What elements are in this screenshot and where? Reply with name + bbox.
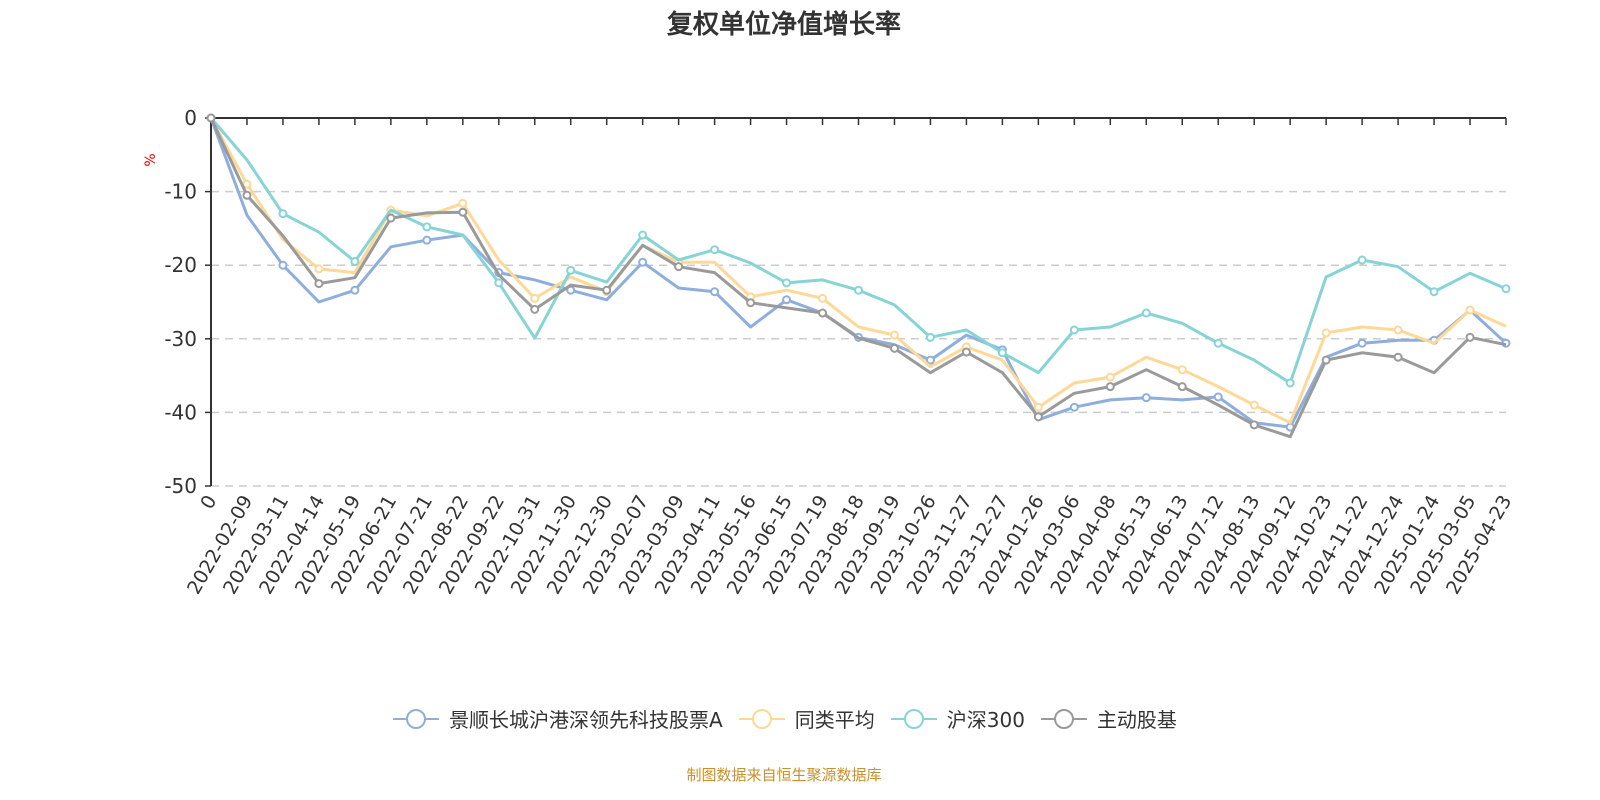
legend-label: 景顺长城沪港深领先科技股票A bbox=[449, 708, 723, 732]
legend-marker-icon bbox=[890, 708, 937, 729]
data-point bbox=[422, 222, 432, 232]
data-point bbox=[1393, 325, 1403, 335]
legend-marker-icon bbox=[393, 708, 440, 729]
data-point bbox=[1033, 402, 1043, 412]
data-point bbox=[889, 330, 899, 340]
data-point bbox=[242, 190, 252, 200]
data-point bbox=[638, 230, 648, 240]
legend-marker-icon bbox=[738, 708, 785, 729]
data-point bbox=[782, 295, 792, 305]
data-point bbox=[494, 278, 504, 288]
data-point bbox=[278, 209, 288, 219]
data-point bbox=[1033, 412, 1043, 422]
data-point bbox=[350, 285, 360, 295]
data-point bbox=[1141, 308, 1151, 318]
data-point bbox=[1177, 365, 1187, 375]
y-tick-labels: 0 -10 -20 -30 -40 -50 bbox=[164, 106, 197, 498]
data-point bbox=[1213, 338, 1223, 348]
data-point bbox=[925, 355, 935, 365]
data-point bbox=[782, 278, 792, 288]
data-point bbox=[1501, 284, 1511, 294]
series-line-2 bbox=[209, 117, 1507, 385]
legend-marker-icon bbox=[1040, 708, 1087, 729]
data-point bbox=[997, 348, 1007, 358]
data-point bbox=[1393, 352, 1403, 362]
data-source-note: 制图数据来自恒生聚源数据库 bbox=[686, 766, 882, 784]
data-point bbox=[1321, 328, 1331, 338]
y-tick-label: -10 bbox=[164, 180, 197, 204]
data-point bbox=[710, 245, 720, 255]
x-tick-labels: 02022-02-092022-03-112022-04-142022-05-1… bbox=[183, 492, 1516, 599]
data-point bbox=[386, 213, 396, 223]
y-tick-label: -20 bbox=[164, 253, 197, 277]
data-point bbox=[530, 293, 540, 303]
data-point bbox=[1141, 393, 1151, 403]
data-point bbox=[1069, 402, 1079, 412]
data-point bbox=[458, 198, 468, 208]
data-point bbox=[1249, 400, 1259, 410]
legend-item[interactable]: 沪深300 bbox=[889, 704, 1025, 733]
data-point bbox=[530, 304, 540, 314]
series-line-0 bbox=[209, 117, 1508, 429]
series-line-1 bbox=[209, 117, 1507, 425]
legend-label: 沪深300 bbox=[946, 708, 1025, 732]
data-point bbox=[925, 332, 935, 342]
chart-title: 复权单位净值增长率 bbox=[666, 10, 901, 40]
y-tick-label: -30 bbox=[164, 327, 197, 351]
y-axis-label: % bbox=[143, 153, 159, 166]
data-point bbox=[1357, 338, 1367, 348]
data-point bbox=[818, 308, 828, 318]
series-line-3 bbox=[209, 117, 1507, 439]
y-tick-label: 0 bbox=[184, 106, 197, 130]
data-point bbox=[1069, 325, 1079, 335]
data-point bbox=[1177, 382, 1187, 392]
data-point bbox=[1249, 420, 1259, 430]
data-point bbox=[1357, 255, 1367, 265]
data-point bbox=[314, 279, 324, 289]
data-point bbox=[1285, 378, 1295, 388]
data-point bbox=[854, 285, 863, 295]
legend-label: 同类平均 bbox=[794, 708, 875, 732]
data-point bbox=[1321, 355, 1331, 365]
data-point bbox=[710, 287, 720, 297]
data-point bbox=[1465, 305, 1475, 315]
data-point bbox=[602, 285, 612, 295]
data-point bbox=[350, 257, 360, 267]
data-point bbox=[1213, 392, 1223, 402]
axes bbox=[205, 117, 1507, 487]
data-point bbox=[746, 298, 756, 308]
data-point bbox=[674, 262, 684, 272]
series-lines bbox=[206, 113, 1511, 439]
data-point bbox=[818, 293, 828, 303]
data-point bbox=[314, 264, 324, 274]
y-tick-label: -40 bbox=[164, 400, 197, 424]
data-point bbox=[889, 343, 899, 353]
data-point bbox=[422, 235, 432, 245]
data-point bbox=[1429, 287, 1439, 297]
data-point bbox=[961, 347, 971, 357]
data-point bbox=[1465, 332, 1475, 342]
x-tick-label: 0 bbox=[196, 492, 221, 513]
data-point bbox=[566, 265, 576, 275]
legend-label: 主动股基 bbox=[1096, 708, 1177, 732]
legend-item[interactable]: 同类平均 bbox=[737, 704, 875, 733]
data-point bbox=[638, 257, 648, 267]
legend-item[interactable]: 主动股基 bbox=[1039, 704, 1177, 733]
data-point bbox=[1105, 382, 1115, 392]
y-tick-label: -50 bbox=[164, 474, 197, 498]
data-point bbox=[278, 260, 288, 270]
legend-item[interactable]: 景顺长城沪港深领先科技股票A bbox=[391, 704, 723, 733]
data-point bbox=[1105, 372, 1115, 382]
legend: 景顺长城沪港深领先科技股票A 同类平均 沪深300 主动股基 bbox=[0, 704, 1568, 733]
data-point bbox=[458, 207, 468, 217]
data-point bbox=[206, 113, 216, 123]
